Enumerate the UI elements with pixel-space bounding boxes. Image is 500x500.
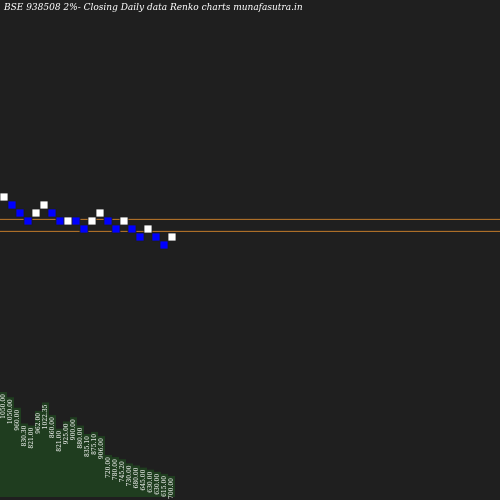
volume-label: 1022.35 [42,404,49,429]
volume-bar [49,415,56,497]
volume-bar [98,436,105,497]
volume-bar [7,397,14,497]
volume-label: 962.00 [35,413,42,434]
volume-bar [161,473,168,497]
renko-brick-down [23,216,33,226]
volume-label: 821.00 [28,427,35,448]
volume-label: 960.00 [14,410,21,431]
volume-label: 880.00 [77,427,84,448]
renko-brick-down [47,208,57,218]
volume-label: 906.00 [98,438,105,459]
volume-label: 645.00 [140,469,147,490]
volume-label: 630.00 [147,472,154,493]
renko-brick-down [7,200,17,210]
volume-bar [112,457,119,497]
volume-bar [105,455,112,497]
volume-label: 720.00 [105,457,112,478]
volume-bar [91,431,98,497]
renko-brick-up [87,216,97,226]
volume-bar [168,476,175,497]
volume-bar [70,417,77,497]
volume-label: 835.10 [84,436,91,457]
volume-label: 860.00 [49,417,56,438]
volume-bar [0,392,7,497]
volume-bar [56,428,63,497]
renko-brick-up [119,216,129,226]
volume-label: 680.00 [133,467,140,488]
renko-brick-down [151,232,161,242]
volume-bar [63,421,70,497]
renko-brick-down [15,208,25,218]
volume-bar [77,425,84,497]
renko-brick-up [39,200,49,210]
volume-label: 745.20 [119,461,126,482]
volume-bar [147,469,154,497]
volume-label: 730.00 [126,465,133,486]
volume-label: 1050.00 [7,399,14,424]
renko-brick-up [95,208,105,218]
volume-label: 700.00 [168,478,175,499]
renko-brick-up [167,232,177,242]
volume-label: 830.30 [21,425,28,446]
renko-brick-down [111,224,121,234]
volume-bar [133,465,140,497]
volume-bar [42,402,49,497]
volume-bar [119,459,126,497]
volume-label: 900.00 [70,419,77,440]
renko-brick-up [31,208,41,218]
volume-bar [14,407,21,497]
volume-bar [140,467,147,497]
volume-label: 875.10 [91,434,98,455]
renko-brick-down [159,240,169,250]
volume-label: 615.00 [161,476,168,497]
renko-brick-down [127,224,137,234]
renko-brick-down [103,216,113,226]
volume-bar [35,410,42,497]
renko-brick-up [0,192,9,202]
volume-label: 925.00 [63,423,70,444]
volume-bar [154,471,161,497]
renko-brick-down [135,232,145,242]
chart-title: BSE 938508 2%- Closing Daily data Renko … [3,3,303,13]
volume-bar [28,425,35,497]
renko-brick-down [79,224,89,234]
volume-bar [21,423,28,497]
renko-brick-down [71,216,81,226]
volume-label: 1050.00 [0,394,7,419]
renko-brick-up [63,216,73,226]
volume-label: 780.00 [112,459,119,480]
volume-bar [84,434,91,497]
renko-brick-down [55,216,65,226]
renko-brick-up [143,224,153,234]
volume-label: 821.00 [56,431,63,452]
volume-bar [126,463,133,497]
volume-label: 630.00 [154,474,161,495]
volume-area [0,392,175,497]
renko-bricks [0,192,177,250]
